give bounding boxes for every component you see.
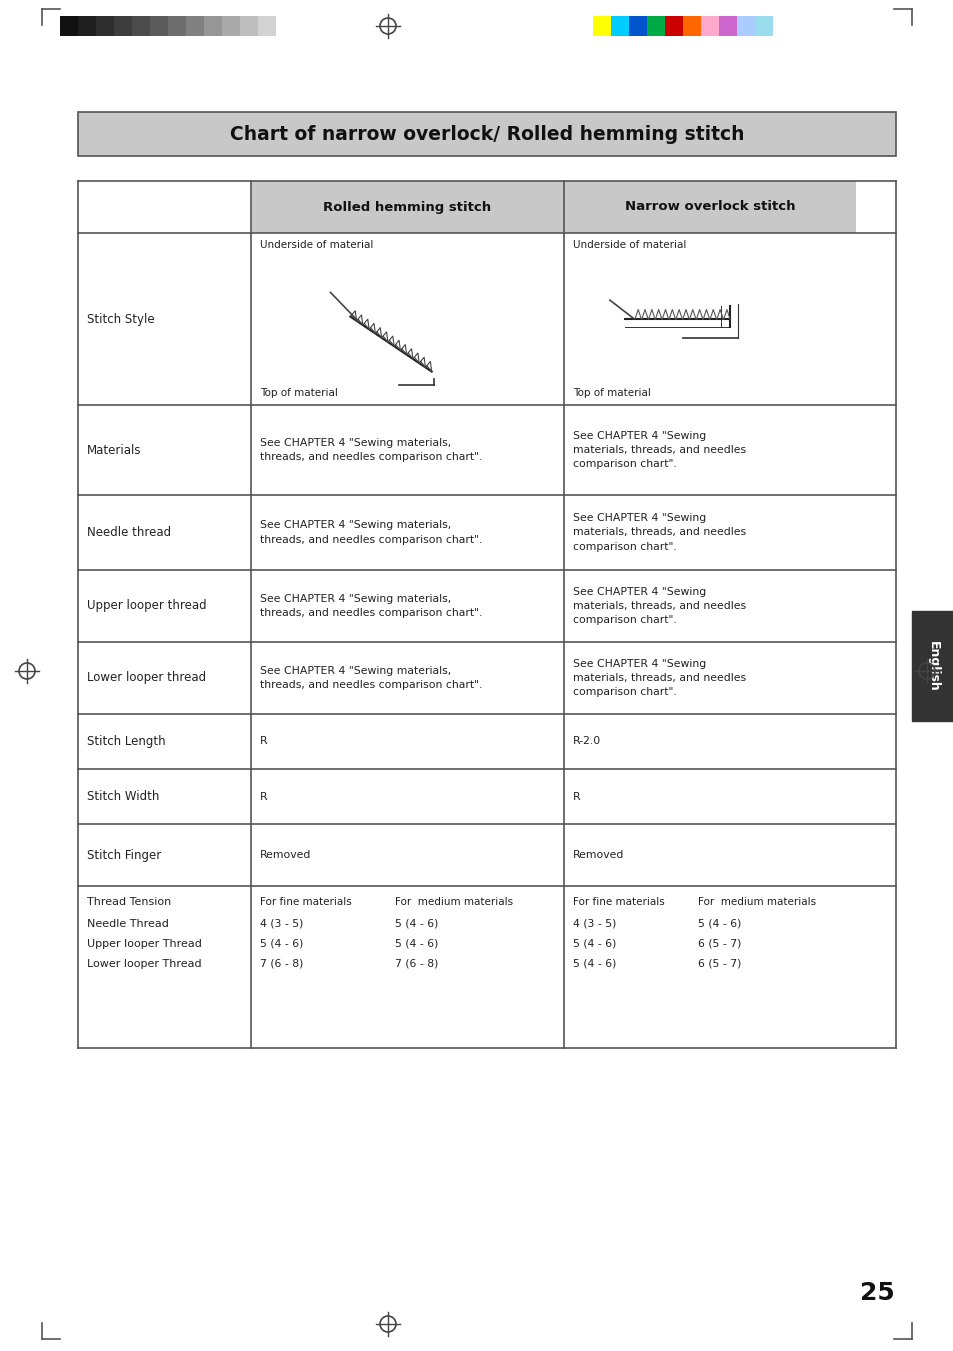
Text: Upper looper Thread: Upper looper Thread [87,939,202,948]
Bar [682,16,700,36]
Bar [132,16,150,36]
Text: Upper looper thread: Upper looper thread [87,600,207,612]
Bar [78,16,96,36]
Bar [275,16,294,36]
Text: Removed: Removed [573,850,623,861]
Text: Lower looper thread: Lower looper thread [87,671,206,685]
Text: R-2.0: R-2.0 [573,736,600,747]
Bar [563,181,855,232]
Text: 7 (6 - 8): 7 (6 - 8) [260,959,303,969]
Text: 6 (5 - 7): 6 (5 - 7) [698,959,740,969]
Text: Narrow overlock stitch: Narrow overlock stitch [624,200,795,213]
Bar [257,16,275,36]
Text: 6 (5 - 7): 6 (5 - 7) [698,939,740,948]
Bar [700,16,719,36]
Bar [593,16,610,36]
Text: Thread Tension: Thread Tension [87,897,172,907]
Text: For  medium materials: For medium materials [395,897,513,907]
Text: See CHAPTER 4 "Sewing materials,
threads, and needles comparison chart".: See CHAPTER 4 "Sewing materials, threads… [260,666,482,690]
Text: See CHAPTER 4 "Sewing materials,
threads, and needles comparison chart".: See CHAPTER 4 "Sewing materials, threads… [260,594,482,619]
Text: Lower looper Thread: Lower looper Thread [87,959,201,969]
Text: R: R [260,736,268,747]
Text: 5 (4 - 6): 5 (4 - 6) [698,919,740,929]
Text: Top of material: Top of material [573,388,650,399]
Text: Chart of narrow overlock/ Rolled hemming stitch: Chart of narrow overlock/ Rolled hemming… [230,124,743,143]
Text: English: English [925,640,939,692]
Bar [60,16,78,36]
Bar [610,16,628,36]
Text: For  medium materials: For medium materials [698,897,816,907]
Bar [113,16,132,36]
Text: 5 (4 - 6): 5 (4 - 6) [395,919,437,929]
Text: Stitch Finger: Stitch Finger [87,848,161,862]
Text: See CHAPTER 4 "Sewing
materials, threads, and needles
comparison chart".: See CHAPTER 4 "Sewing materials, threads… [573,431,745,469]
Text: Rolled hemming stitch: Rolled hemming stitch [323,200,491,213]
Text: See CHAPTER 4 "Sewing
materials, threads, and needles
comparison chart".: See CHAPTER 4 "Sewing materials, threads… [573,513,745,553]
Bar [719,16,737,36]
Text: For fine materials: For fine materials [573,897,664,907]
Bar [96,16,113,36]
Text: Stitch Length: Stitch Length [87,735,166,748]
Text: 4 (3 - 5): 4 (3 - 5) [260,919,303,929]
Text: R: R [573,792,580,801]
Bar [150,16,168,36]
Text: 7 (6 - 8): 7 (6 - 8) [395,959,437,969]
Bar [78,112,895,155]
Text: Stitch Width: Stitch Width [87,790,159,802]
Text: 5 (4 - 6): 5 (4 - 6) [573,959,616,969]
Text: 5 (4 - 6): 5 (4 - 6) [573,939,616,948]
Bar [911,611,953,721]
Text: 5 (4 - 6): 5 (4 - 6) [260,939,303,948]
Text: For fine materials: For fine materials [260,897,352,907]
Bar [240,16,257,36]
Text: See CHAPTER 4 "Sewing materials,
threads, and needles comparison chart".: See CHAPTER 4 "Sewing materials, threads… [260,438,482,462]
Bar [737,16,754,36]
Bar [664,16,682,36]
Text: R: R [260,792,268,801]
Bar [754,16,772,36]
Text: Needle Thread: Needle Thread [87,919,169,929]
Text: See CHAPTER 4 "Sewing
materials, threads, and needles
comparison chart".: See CHAPTER 4 "Sewing materials, threads… [573,658,745,697]
Text: 25: 25 [860,1281,894,1305]
Text: Stitch Style: Stitch Style [87,312,154,326]
Text: Needle thread: Needle thread [87,526,171,539]
Bar [168,16,186,36]
Text: See CHAPTER 4 "Sewing materials,
threads, and needles comparison chart".: See CHAPTER 4 "Sewing materials, threads… [260,520,482,544]
Text: 5 (4 - 6): 5 (4 - 6) [395,939,437,948]
Bar [222,16,240,36]
Text: Underside of material: Underside of material [260,240,373,250]
Text: Underside of material: Underside of material [573,240,685,250]
Text: See CHAPTER 4 "Sewing
materials, threads, and needles
comparison chart".: See CHAPTER 4 "Sewing materials, threads… [573,586,745,626]
Text: Removed: Removed [260,850,311,861]
Bar [204,16,222,36]
Text: Top of material: Top of material [260,388,337,399]
Bar [251,181,563,232]
Text: Materials: Materials [87,443,141,457]
Bar [186,16,204,36]
Bar [628,16,646,36]
Text: 4 (3 - 5): 4 (3 - 5) [573,919,616,929]
Bar [646,16,664,36]
